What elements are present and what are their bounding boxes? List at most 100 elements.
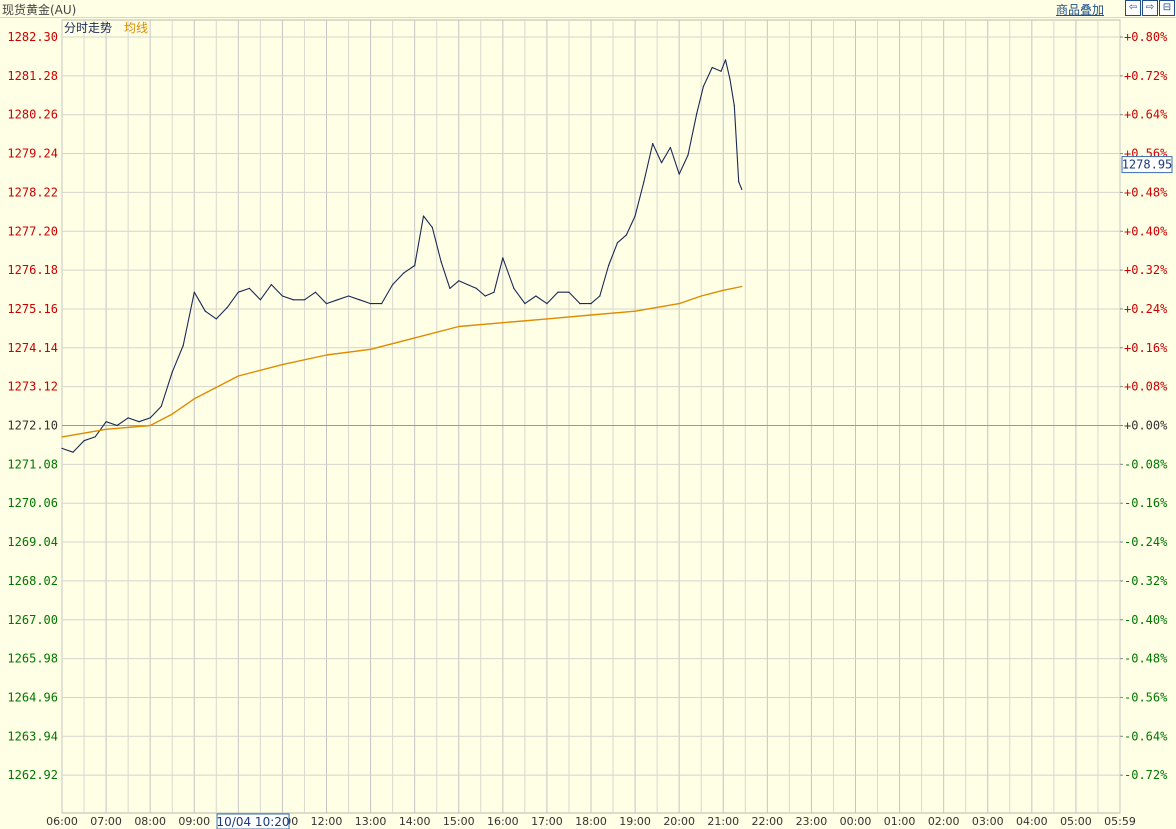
overlay-commodity-link[interactable]: 商品叠加 — [1056, 3, 1105, 17]
x-tick-label: 08:00 — [134, 815, 166, 828]
x-tick-label: 00:00 — [840, 815, 872, 828]
x-tick-label: 17:00 — [531, 815, 563, 828]
y-tick-label-left: 1279.24 — [7, 147, 58, 161]
price-point — [369, 303, 372, 305]
price-point — [116, 424, 118, 427]
y-tick-label-right: -0.24% — [1124, 535, 1168, 549]
price-point — [625, 234, 627, 236]
price-point — [94, 436, 96, 438]
price-point — [61, 447, 63, 449]
scroll-right-icon[interactable]: ⇨ — [1142, 0, 1158, 16]
y-tick-label-right: +0.00% — [1124, 419, 1168, 433]
average-point — [722, 289, 724, 291]
price-point — [347, 295, 350, 297]
y-tick-label-right: -0.08% — [1124, 457, 1168, 471]
average-point — [590, 314, 592, 316]
average-point — [193, 398, 195, 400]
price-point — [259, 299, 261, 301]
legend-item: 均线 — [124, 21, 148, 35]
average-point — [237, 375, 239, 377]
price-point — [669, 146, 671, 149]
y-tick-label-left: 1262.92 — [7, 768, 58, 782]
y-tick-label-right: -0.48% — [1124, 652, 1168, 666]
price-point — [182, 344, 184, 347]
y-tick-label-left: 1270.06 — [7, 496, 58, 510]
price-point — [440, 261, 442, 263]
price-point — [237, 291, 239, 293]
price-point — [729, 78, 731, 80]
average-point — [546, 318, 548, 320]
x-tick-label: 20:00 — [663, 815, 695, 828]
average-point — [105, 428, 107, 430]
price-point — [687, 154, 689, 156]
price-point — [702, 85, 705, 88]
price-point — [303, 299, 306, 301]
x-tick-label: 07:00 — [90, 815, 122, 828]
scroll-left-icon[interactable]: ⇦ — [1125, 0, 1141, 16]
x-tick-label: 09:00 — [178, 815, 210, 828]
price-point — [579, 303, 581, 305]
price-point — [358, 299, 361, 301]
price-point — [449, 287, 451, 289]
collapse-icon[interactable]: ⊟ — [1159, 0, 1175, 16]
y-tick-label-right: +0.72% — [1124, 69, 1168, 83]
price-point — [711, 66, 713, 69]
price-point — [546, 303, 548, 305]
price-point — [741, 188, 743, 190]
price-point — [733, 104, 735, 107]
y-tick-label-right: -0.64% — [1124, 729, 1168, 743]
x-tick-label: 06:00 — [46, 815, 78, 828]
x-tick-label: 19:00 — [619, 815, 651, 828]
y-tick-label-left: 1277.20 — [7, 224, 58, 238]
x-tick-label: 03:00 — [972, 815, 1004, 828]
y-tick-label-left: 1272.10 — [7, 419, 58, 433]
price-point — [590, 303, 592, 305]
y-tick-label-right: +0.40% — [1124, 224, 1168, 238]
price-point — [292, 299, 295, 301]
x-tick-label: 15:00 — [443, 815, 475, 828]
y-tick-label-left: 1269.04 — [7, 535, 58, 549]
y-tick-label-left: 1271.08 — [7, 457, 58, 471]
price-point — [149, 417, 151, 419]
price-point — [475, 287, 477, 289]
price-point — [466, 283, 469, 286]
average-point — [61, 436, 63, 438]
title-bar: 现货黄金(AU) 商品叠加 ⇦ ⇨ ⊟ — [0, 0, 1176, 18]
y-tick-label-left: 1278.22 — [7, 185, 58, 199]
y-tick-label-right: +0.16% — [1124, 341, 1168, 355]
y-tick-label-left: 1274.14 — [7, 341, 58, 355]
y-tick-label-right: +0.24% — [1124, 302, 1168, 316]
price-point — [643, 181, 645, 183]
average-point — [281, 363, 284, 366]
price-point — [431, 226, 433, 229]
y-tick-label-left: 1268.02 — [7, 574, 58, 588]
price-line-series — [61, 59, 743, 453]
price-point — [568, 291, 570, 293]
current-price-box — [1121, 156, 1173, 174]
instrument-title: 现货黄金(AU) — [2, 3, 77, 17]
y-tick-label-right: +0.48% — [1124, 185, 1168, 199]
average-point — [325, 354, 328, 356]
cursor-time-label: 10/04 10:20 — [217, 815, 290, 829]
price-point — [738, 181, 740, 183]
price-point — [652, 143, 654, 145]
current-price-label: 1278.95 — [1122, 158, 1173, 172]
price-point — [72, 451, 74, 453]
average-point — [502, 322, 504, 324]
price-point — [502, 257, 504, 259]
average-point — [171, 413, 173, 415]
price-point — [458, 280, 460, 282]
x-tick-label: 01:00 — [884, 815, 916, 828]
y-tick-label-left: 1267.00 — [7, 613, 58, 627]
cursor-time-box — [216, 813, 290, 829]
y-tick-label-left: 1276.18 — [7, 263, 58, 277]
price-point — [160, 405, 162, 408]
price-point — [138, 421, 140, 423]
y-tick-label-right: +0.80% — [1124, 30, 1168, 44]
y-tick-label-right: -0.72% — [1124, 768, 1168, 782]
y-tick-label-right: -0.32% — [1124, 574, 1168, 588]
y-tick-label-left: 1282.30 — [7, 30, 58, 44]
average-point — [149, 424, 151, 427]
